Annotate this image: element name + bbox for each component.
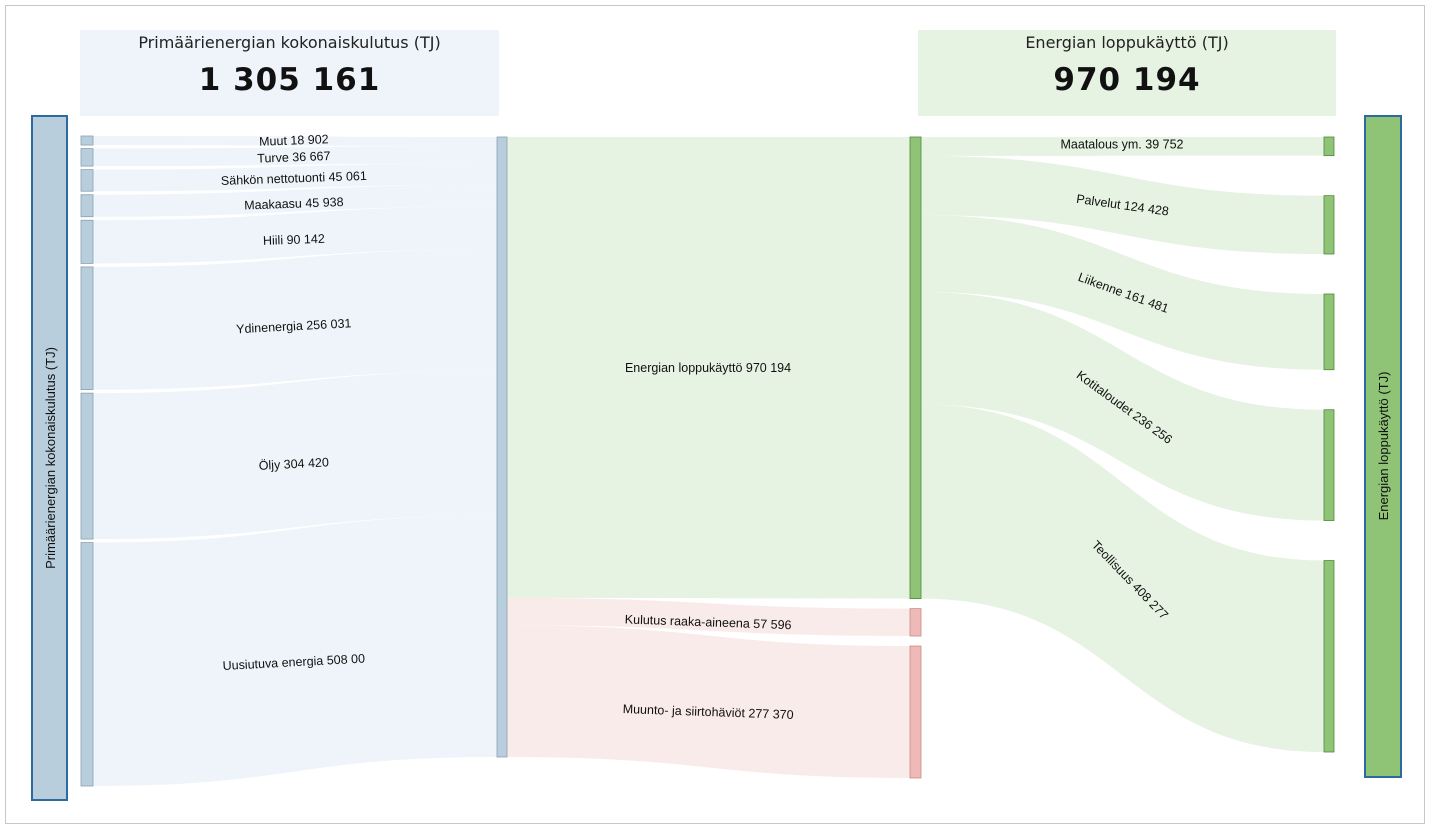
middle-label-kulutus-raaka-aineena: Kulutus raaka-aineena 57 596 xyxy=(625,612,792,632)
source-label-oljy: Öljy 304 420 xyxy=(258,455,329,473)
source-node-ydinenergia xyxy=(80,266,94,391)
kpi-primary-energy-value: 1 305 161 xyxy=(198,62,381,98)
flow-link-liikenne xyxy=(921,215,1324,370)
middle-node-muunto-ja-siirtohaviot xyxy=(909,645,922,779)
sector-node-liikenne xyxy=(1323,293,1335,371)
kpi-final-energy-value: 970 194 xyxy=(1053,62,1201,98)
flow-link-turve xyxy=(93,145,497,167)
flow-link-muut xyxy=(93,136,497,146)
kpi-final-energy-title: Energian loppukäyttö (TJ) xyxy=(1025,33,1229,52)
side-label-final: Energian loppukäyttö (TJ) xyxy=(1376,372,1391,521)
primary-total-node xyxy=(496,136,508,758)
sector-label-maatalous-ym: Maatalous ym. 39 752 xyxy=(1061,137,1184,151)
source-node-maakaasu xyxy=(80,194,94,218)
flow-link-teollisuus xyxy=(921,404,1324,752)
flow-link-muunto-ja-siirtohaviot xyxy=(507,625,910,778)
side-label-primary: Primäärienergian kokonaiskulutus (TJ) xyxy=(43,347,58,569)
middle-node-kulutus-raaka-aineena xyxy=(909,608,922,637)
flow-link-maatalous-ym xyxy=(921,137,1324,156)
flow-nodes xyxy=(80,135,1335,787)
flow-link-ydinenergia xyxy=(93,249,497,390)
flow-link-uusiutuva-energia xyxy=(93,515,497,786)
source-node-hiili xyxy=(80,219,94,264)
kpi-primary-energy-card: Primäärienergian kokonaiskulutus (TJ) 1 … xyxy=(80,30,499,116)
flow-link-oljy xyxy=(93,371,497,540)
kpi-primary-energy-title: Primäärienergian kokonaiskulutus (TJ) xyxy=(138,33,441,52)
middle-label-energian-loppukaytto: Energian loppukäyttö 970 194 xyxy=(625,361,791,375)
chart-frame xyxy=(5,5,1425,824)
source-node-muut xyxy=(80,135,94,146)
sector-node-maatalous-ym xyxy=(1323,136,1335,157)
flow-links xyxy=(93,136,1324,786)
flow-link-kulutus-raaka-aineena xyxy=(507,597,910,637)
flow-link-sahkon-nettotuonti xyxy=(93,163,497,192)
side-bar-final xyxy=(1364,115,1402,778)
flow-link-kotitaloudet xyxy=(921,291,1324,521)
sector-node-teollisuus xyxy=(1323,560,1335,753)
flow-link-hiili xyxy=(93,206,497,264)
source-node-oljy xyxy=(80,392,94,540)
source-label-muut: Muut 18 902 xyxy=(259,132,329,148)
source-label-ydinenergia: Ydinenergia 256 031 xyxy=(236,316,352,336)
flow-link-energian-loppukaytto xyxy=(507,137,910,599)
middle-node-energian-loppukaytto xyxy=(909,136,922,600)
kpi-final-energy-card: Energian loppukäyttö (TJ) 970 194 xyxy=(918,30,1336,116)
sector-node-palvelut xyxy=(1323,195,1335,255)
source-label-turve: Turve 36 667 xyxy=(257,149,331,166)
source-node-sahkon-nettotuonti xyxy=(80,169,94,192)
source-label-sahkon-nettotuonti: Sähkön nettotuonti 45 061 xyxy=(221,169,367,188)
source-label-hiili: Hiili 90 142 xyxy=(263,232,325,248)
source-label-maakaasu: Maakaasu 45 938 xyxy=(244,195,344,212)
source-node-uusiutuva-energia xyxy=(80,542,94,787)
source-node-turve xyxy=(80,148,94,167)
sector-node-kotitaloudet xyxy=(1323,409,1335,521)
flow-link-palvelut xyxy=(921,155,1324,254)
side-bar-primary xyxy=(31,115,68,801)
flow-link-maakaasu xyxy=(93,184,497,217)
middle-label-muunto-ja-siirtohaviot: Muunto- ja siirtohäviöt 277 370 xyxy=(622,702,793,722)
